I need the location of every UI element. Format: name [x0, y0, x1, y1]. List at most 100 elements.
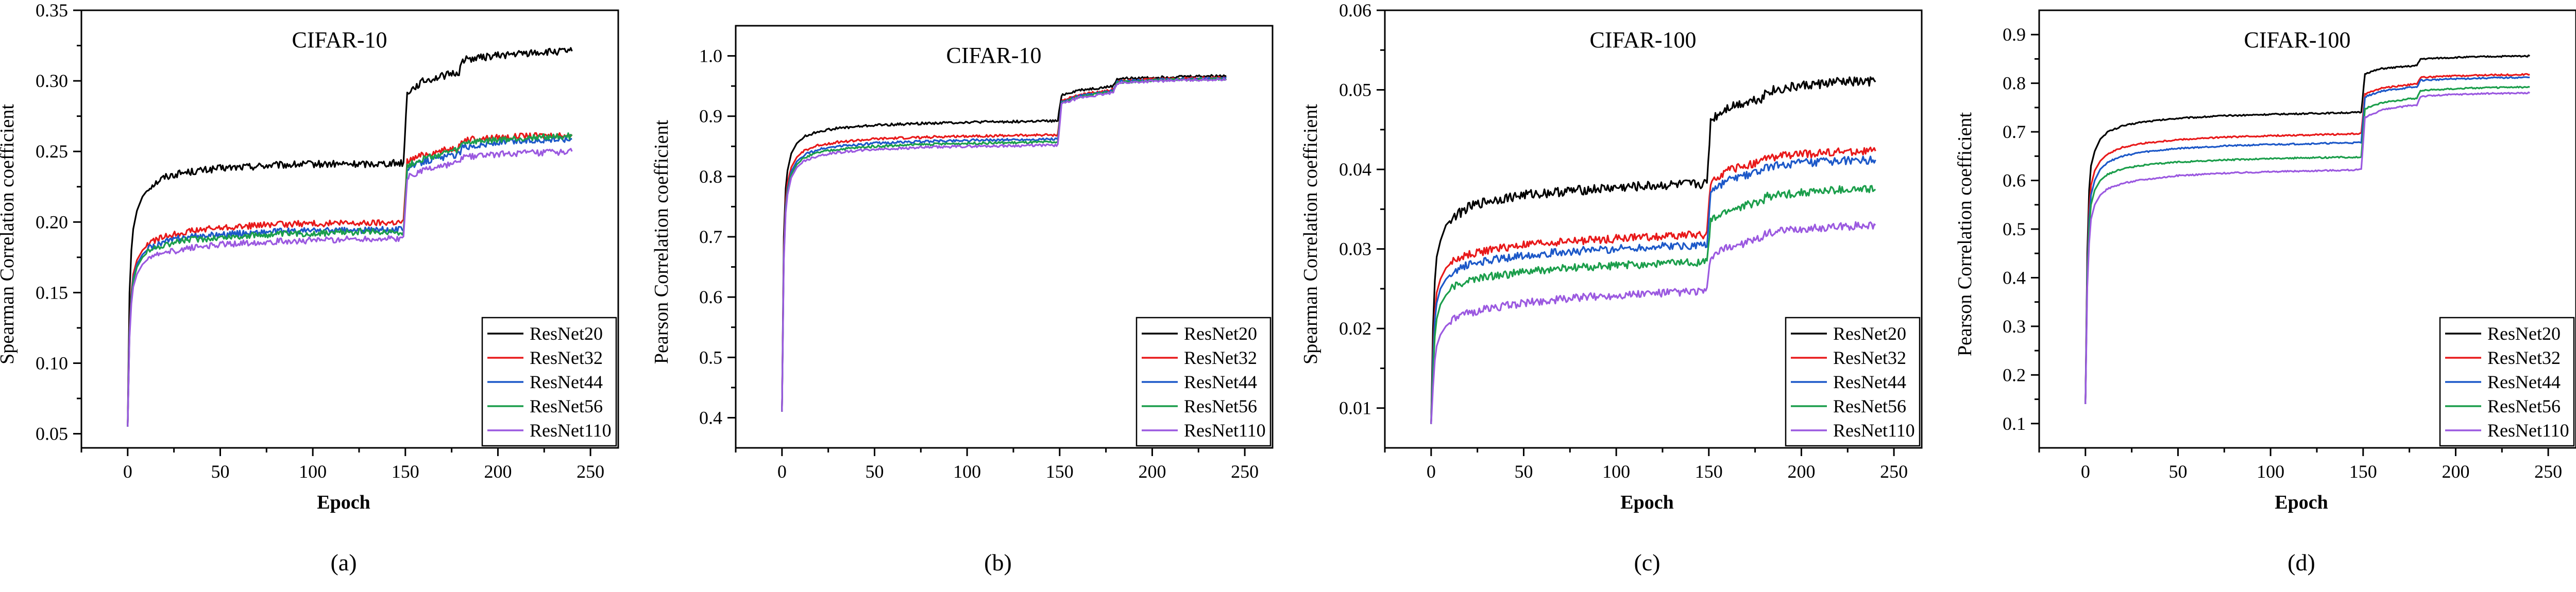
legend-box: [2439, 317, 2575, 447]
legend-label: ResNet20: [1833, 323, 1906, 344]
panel-label: (c): [1634, 549, 1660, 576]
legend-label: ResNet110: [1833, 420, 1915, 441]
series-line-resnet32: [781, 76, 1227, 412]
y-tick-label: 1.0: [699, 46, 722, 66]
x-tick-label: 0: [2081, 461, 2090, 482]
legend-label: ResNet44: [2487, 372, 2561, 392]
series-line-resnet56: [127, 132, 573, 427]
y-tick-label: 0.7: [699, 227, 722, 247]
x-tick-label: 200: [1138, 461, 1166, 482]
series-line-resnet110: [1430, 221, 1876, 424]
legend-label: ResNet32: [1184, 347, 1257, 368]
x-tick-label: 0: [777, 461, 787, 482]
y-tick-label: 0.35: [36, 0, 68, 21]
chart-panel-a: 0 50 100 150 200 250 0.05 0.10 0.15 0.20 0.25 0.30 0…: [0, 0, 619, 576]
series-line-resnet44: [1430, 155, 1876, 424]
legend-label: ResNet44: [530, 372, 603, 392]
x-tick-label: 200: [1787, 461, 1815, 482]
x-axis-label: Epoch: [317, 492, 370, 513]
x-tick-label: 0: [1427, 461, 1436, 482]
x-tick-label: 100: [2257, 461, 2284, 482]
panel-label: (a): [330, 549, 357, 576]
chart-panel-b: 0 50 100 150 200 250 0.4 0.5 0.6 0.7 0.8 0.9 1.0 ResN…: [651, 25, 1274, 576]
legend: ResNet20 ResNet32 ResNet44 ResNet56 ResNet11…: [2439, 317, 2575, 447]
y-tick-label: 0.25: [36, 141, 68, 162]
y-tick-label: 0.10: [36, 353, 68, 373]
panel-label: (b): [984, 549, 1012, 576]
y-tick-label: 0.6: [2003, 170, 2026, 191]
legend-label: ResNet110: [530, 420, 612, 441]
series-line-resnet32: [127, 132, 573, 427]
x-tick-label: 150: [1695, 461, 1723, 482]
y-tick-label: 0.3: [2003, 316, 2026, 337]
y-tick-label: 0.7: [2003, 121, 2026, 142]
y-tick-label: 0.05: [36, 424, 68, 444]
x-tick-label: 250: [577, 461, 604, 482]
legend-label: ResNet110: [2487, 420, 2569, 441]
chart-panel-c: 0 50 100 150 200 250 0.01 0.02 0.03 0.04 0.05 0.06 R…: [1300, 0, 1923, 576]
legend-label: ResNet110: [1184, 420, 1266, 441]
legend-label: ResNet32: [2487, 347, 2561, 368]
legend-label: ResNet56: [530, 396, 603, 416]
legend-label: ResNet56: [1184, 396, 1257, 416]
y-tick-label: 0.06: [1339, 0, 1371, 21]
y-tick-label: 0.05: [1339, 80, 1371, 100]
legend-label: ResNet32: [1833, 347, 1906, 368]
legend-label: ResNet56: [1833, 396, 1906, 416]
x-tick-label: 200: [484, 461, 512, 482]
x-tick-label: 150: [2349, 461, 2377, 482]
y-tick-label: 0.20: [36, 212, 68, 232]
series-line-resnet32: [2084, 73, 2530, 405]
y-axis-label: Spearman Correlation coefficient: [1300, 104, 1321, 364]
x-tick-label: 50: [1514, 461, 1533, 482]
chart-title: CIFAR-100: [1590, 27, 1697, 53]
plot-frame: [1384, 9, 1923, 449]
legend-label: ResNet56: [2487, 396, 2561, 416]
chart-title: CIFAR-10: [292, 27, 387, 53]
series-line-resnet20: [1430, 76, 1876, 424]
series-line-resnet44: [2084, 76, 2530, 405]
series-line-resnet56: [2084, 85, 2530, 405]
x-tick-label: 100: [1602, 461, 1630, 482]
legend-label: ResNet32: [530, 347, 603, 368]
x-tick-label: 200: [2442, 461, 2469, 482]
y-tick-label: 0.8: [699, 166, 722, 187]
legend-label: ResNet20: [1184, 323, 1257, 344]
x-tick-label: 250: [1231, 461, 1259, 482]
series-line-resnet110: [2084, 91, 2530, 405]
series-line-resnet20: [2084, 54, 2531, 405]
y-axis-label: Spearman Correlation coefficient: [0, 104, 18, 364]
y-tick-label: 0.03: [1339, 239, 1371, 259]
x-axis-label: Epoch: [2275, 492, 2328, 513]
x-tick-label: 100: [299, 461, 327, 482]
x-tick-label: 50: [865, 461, 884, 482]
y-tick-label: 0.9: [699, 106, 722, 127]
series-line-resnet20: [127, 47, 573, 427]
x-tick-label: 0: [123, 461, 132, 482]
y-tick-label: 0.01: [1339, 398, 1371, 419]
plot-frame: [80, 9, 619, 449]
x-tick-label: 50: [211, 461, 229, 482]
legend-label: ResNet44: [1184, 372, 1257, 392]
chart-title: CIFAR-10: [946, 43, 1042, 68]
legend-label: ResNet20: [530, 323, 603, 344]
x-tick-label: 250: [1880, 461, 1908, 482]
y-tick-label: 0.4: [699, 407, 722, 428]
y-axis-label: Pearson Correlation coefficient: [1954, 112, 1976, 357]
y-tick-label: 0.15: [36, 282, 68, 303]
chart-title: CIFAR-100: [2244, 27, 2351, 53]
legend: ResNet20 ResNet32 ResNet44 ResNet56 ResNet11…: [481, 317, 617, 447]
y-tick-label: 0.04: [1339, 159, 1371, 180]
x-tick-label: 100: [953, 461, 981, 482]
series-line-resnet32: [1430, 146, 1876, 424]
y-tick-label: 0.5: [2003, 219, 2026, 239]
y-tick-label: 0.9: [2003, 24, 2026, 45]
y-tick-label: 0.1: [2003, 413, 2026, 434]
x-tick-label: 50: [2168, 461, 2187, 482]
x-tick-label: 250: [2534, 461, 2562, 482]
y-tick-label: 0.30: [36, 71, 68, 91]
legend: ResNet20 ResNet32 ResNet44 ResNet56 ResNet11…: [1785, 317, 1921, 447]
legend-label: ResNet20: [2487, 323, 2561, 344]
y-tick-label: 0.4: [2003, 267, 2026, 288]
